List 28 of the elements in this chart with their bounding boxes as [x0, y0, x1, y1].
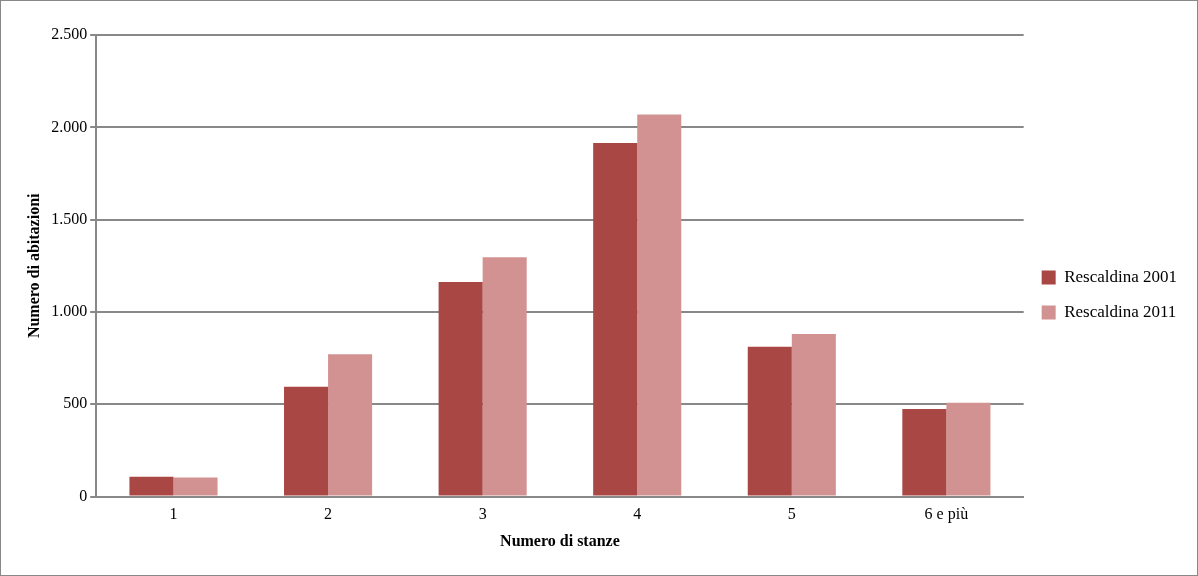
bar — [173, 477, 218, 496]
y-tick-label: 2.500 — [51, 25, 88, 43]
y-tick-label: 0 — [79, 486, 88, 504]
y-axis-title: Numero di abitazioni — [24, 192, 42, 339]
bar — [946, 402, 991, 496]
x-tick-label: 6 e più — [924, 505, 969, 524]
bar — [791, 333, 836, 496]
bar — [637, 114, 682, 496]
y-tick-label: 500 — [63, 394, 88, 412]
y-tick-label: 1.500 — [51, 209, 88, 227]
bar — [902, 408, 947, 496]
x-tick-label: 4 — [633, 505, 642, 523]
bar — [328, 354, 373, 496]
x-axis-title: Numero di stanze — [500, 531, 620, 549]
legend-label: Rescaldina 2011 — [1064, 301, 1177, 321]
x-tick-label: 3 — [478, 505, 487, 523]
x-tick-label: 1 — [169, 505, 178, 523]
bar — [284, 386, 329, 496]
x-tick-label: 2 — [324, 505, 333, 523]
bar — [747, 346, 792, 496]
y-tick-label: 2.000 — [51, 117, 88, 135]
legend-label: Rescaldina 2001 — [1064, 266, 1178, 286]
x-tick-label: 5 — [787, 505, 796, 523]
bar — [129, 476, 174, 496]
bar — [438, 282, 483, 496]
y-tick-label: 1.000 — [51, 302, 88, 320]
bar — [482, 257, 527, 496]
bar — [593, 143, 638, 496]
